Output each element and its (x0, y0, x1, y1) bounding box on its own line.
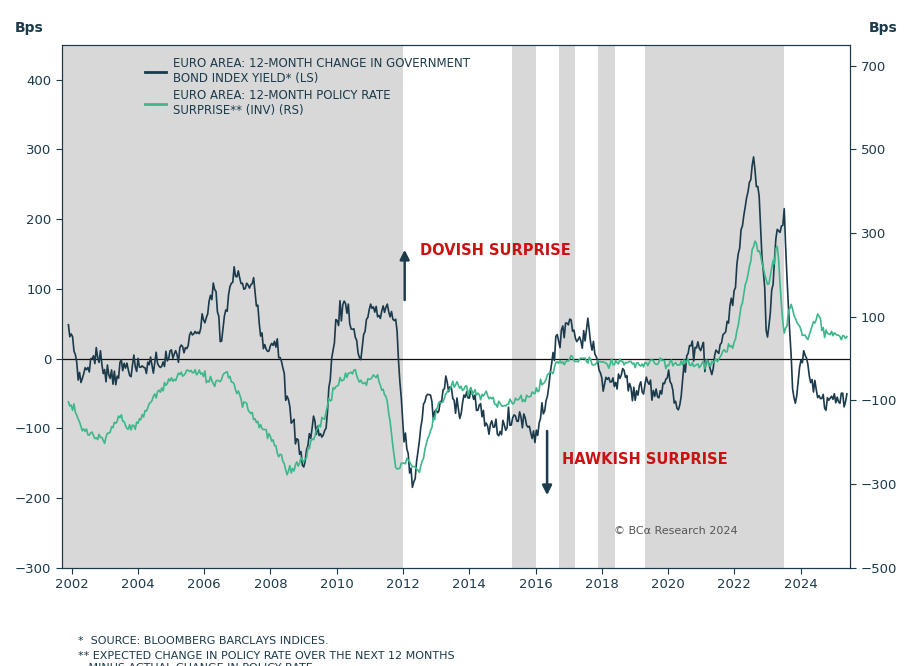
Text: Bps: Bps (868, 21, 896, 35)
Text: *  SOURCE: BLOOMBERG BARCLAYS INDICES.: * SOURCE: BLOOMBERG BARCLAYS INDICES. (77, 636, 328, 646)
Bar (403, 45, 512, 567)
Text: © BCα Research 2024: © BCα Research 2024 (613, 526, 736, 536)
Legend: EURO AREA: 12-MONTH CHANGE IN GOVERNMENT
BOND INDEX YIELD* (LS), EURO AREA: 12-M: EURO AREA: 12-MONTH CHANGE IN GOVERNMENT… (138, 51, 476, 123)
Text: DOVISH SURPRISE: DOVISH SURPRISE (419, 243, 569, 258)
Text: ** EXPECTED CHANGE IN POLICY RATE OVER THE NEXT 12 MONTHS
   MINUS ACTUAL CHANGE: ** EXPECTED CHANGE IN POLICY RATE OVER T… (77, 651, 454, 666)
Bar (535, 45, 558, 567)
Text: Bps: Bps (15, 21, 43, 35)
Bar (783, 45, 849, 567)
Bar (614, 45, 644, 567)
Bar (575, 45, 598, 567)
Text: HAWKISH SURPRISE: HAWKISH SURPRISE (561, 452, 727, 467)
